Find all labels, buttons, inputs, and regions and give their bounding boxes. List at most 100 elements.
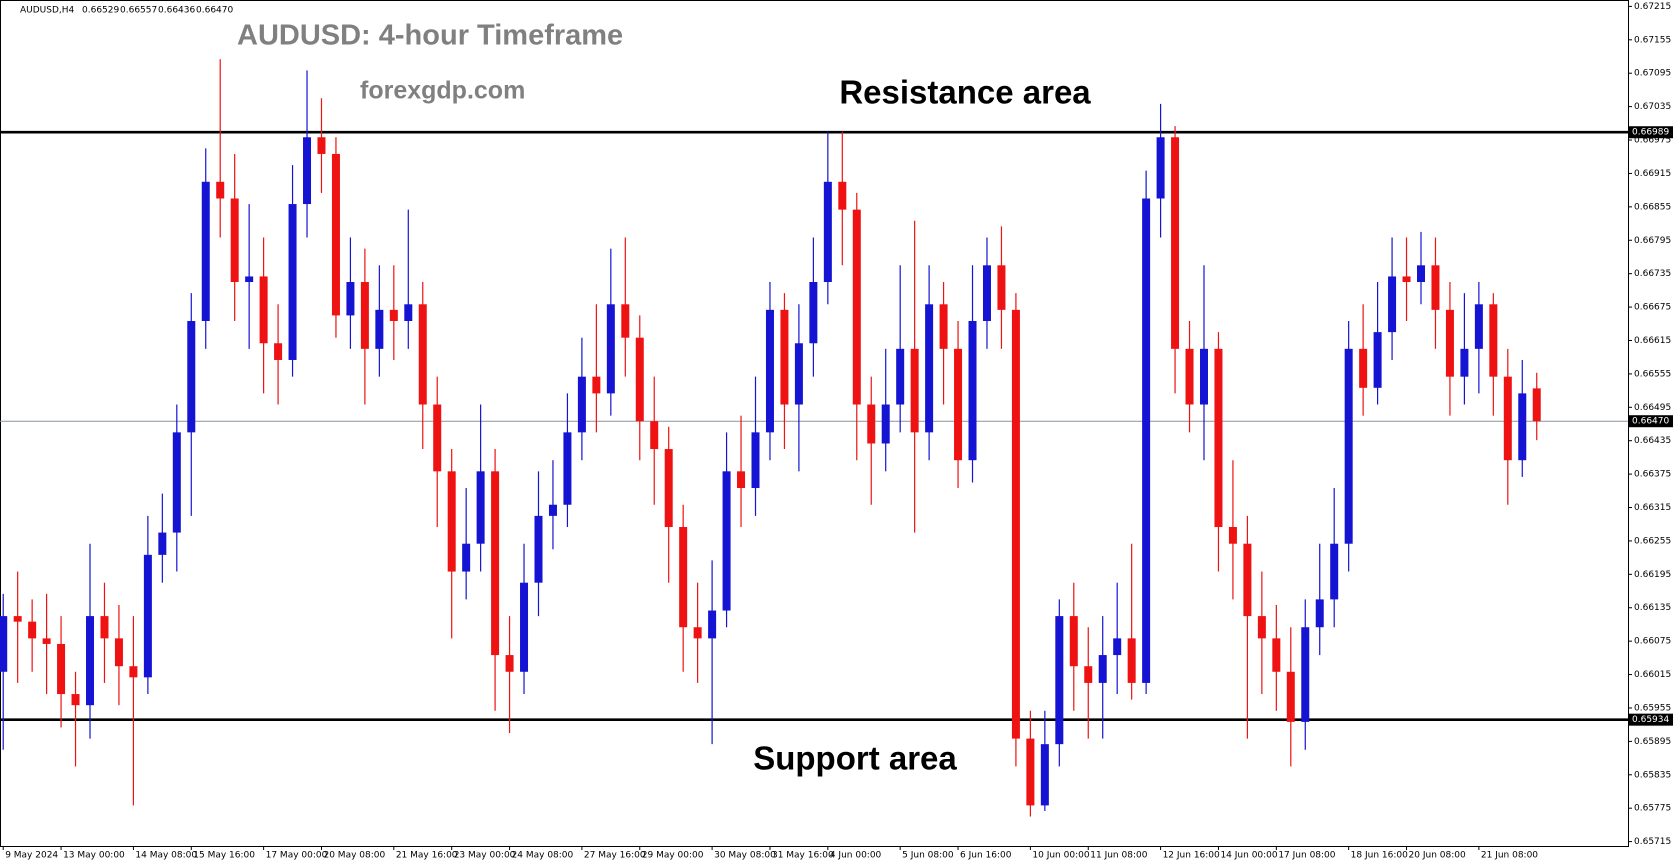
x-tick-label: 31 May 16:00 bbox=[772, 851, 834, 861]
candle-body bbox=[1084, 666, 1093, 683]
y-tick-label: 0.66015 bbox=[1634, 670, 1671, 680]
candle-body bbox=[1301, 627, 1310, 722]
y-tick-label: 0.66255 bbox=[1634, 536, 1671, 546]
y-tick-label: 0.65895 bbox=[1634, 737, 1671, 747]
candle-body bbox=[809, 282, 818, 344]
header-close: 0.66470 bbox=[196, 6, 233, 16]
candle-body bbox=[794, 343, 803, 405]
candle-body bbox=[1431, 265, 1440, 310]
x-tick-label: 9 May 2024 bbox=[5, 851, 58, 861]
x-tick-label: 10 Jun 00:00 bbox=[1032, 851, 1089, 861]
candle-body bbox=[158, 532, 167, 555]
y-tick-label: 0.66555 bbox=[1634, 369, 1671, 379]
chart-subtitle: forexgdp.com bbox=[360, 77, 525, 105]
candle-body bbox=[462, 543, 471, 572]
candle-body bbox=[303, 137, 312, 205]
candle-body bbox=[563, 432, 572, 505]
candle-body bbox=[635, 337, 644, 422]
last-price-line-label-bg bbox=[1629, 415, 1673, 428]
support-annotation: Support area bbox=[753, 740, 957, 777]
candle-body bbox=[1388, 276, 1397, 333]
candle-body bbox=[1156, 137, 1165, 199]
x-tick-label: 14 May 08:00 bbox=[135, 851, 197, 861]
candle-body bbox=[331, 153, 340, 316]
candle-body bbox=[577, 376, 586, 433]
x-tick-label: 21 Jun 08:00 bbox=[1481, 851, 1538, 861]
candle-body bbox=[1503, 376, 1512, 461]
y-tick-label: 0.66195 bbox=[1634, 570, 1671, 580]
support-line-label-bg bbox=[1629, 713, 1673, 726]
candle-body bbox=[1532, 388, 1541, 422]
candle-body bbox=[823, 181, 832, 283]
candle-body bbox=[201, 181, 210, 321]
y-tick-label: 0.66975 bbox=[1634, 136, 1671, 146]
candle-body bbox=[114, 638, 123, 667]
candle-body bbox=[708, 610, 717, 639]
x-tick-label: 30 May 08:00 bbox=[714, 851, 776, 861]
y-tick-label: 0.65835 bbox=[1634, 770, 1671, 780]
header-low: 0.66436 bbox=[158, 6, 195, 16]
candle-body bbox=[968, 320, 977, 461]
candle-body bbox=[1055, 616, 1064, 745]
candle-body bbox=[722, 471, 731, 611]
last-price-line-label: 0.66470 bbox=[1632, 417, 1669, 427]
candle-body bbox=[57, 643, 66, 695]
candle-body bbox=[910, 348, 919, 433]
x-tick-label: 6 Jun 16:00 bbox=[960, 851, 1012, 861]
candle-body bbox=[852, 209, 861, 405]
candle-body bbox=[838, 181, 847, 210]
candle-body bbox=[71, 694, 80, 706]
x-tick-label: 29 May 00:00 bbox=[642, 851, 704, 861]
candle-body bbox=[1359, 348, 1368, 388]
candle-body bbox=[896, 348, 905, 405]
candle-body bbox=[230, 198, 239, 283]
candle-body bbox=[1026, 738, 1035, 806]
candle-body bbox=[1489, 304, 1498, 377]
y-tick-label: 0.65955 bbox=[1634, 703, 1671, 713]
candle-body bbox=[737, 471, 746, 489]
x-tick-label: 20 Jun 08:00 bbox=[1409, 851, 1466, 861]
candle-body bbox=[1171, 137, 1180, 349]
candle-body bbox=[1417, 265, 1426, 283]
y-tick-label: 0.66075 bbox=[1634, 637, 1671, 647]
candle-body bbox=[867, 404, 876, 444]
candle-body bbox=[780, 309, 789, 405]
candle-body bbox=[28, 621, 37, 639]
candle-body bbox=[288, 204, 297, 360]
candle-body bbox=[1098, 655, 1107, 683]
candle-body bbox=[881, 404, 890, 444]
candle-body bbox=[650, 421, 659, 450]
candle-body bbox=[1445, 309, 1454, 377]
candle-body bbox=[1069, 616, 1078, 667]
candle-body bbox=[317, 137, 326, 154]
candle-body bbox=[1330, 543, 1339, 600]
candle-body bbox=[216, 181, 225, 199]
y-tick-label: 0.66315 bbox=[1634, 503, 1671, 513]
header-high: 0.66557 bbox=[120, 6, 157, 16]
x-tick-label: 11 Jun 08:00 bbox=[1090, 851, 1147, 861]
candle-body bbox=[1011, 309, 1020, 739]
candle-body bbox=[100, 616, 109, 639]
candle-body bbox=[1286, 671, 1295, 722]
x-tick-label: 15 May 16:00 bbox=[193, 851, 255, 861]
x-tick-label: 23 May 00:00 bbox=[454, 851, 516, 861]
candle-body bbox=[693, 627, 702, 639]
candle-body bbox=[939, 304, 948, 349]
candle-body bbox=[520, 582, 529, 672]
x-tick-label: 18 Jun 16:00 bbox=[1351, 851, 1408, 861]
candle-body bbox=[592, 376, 601, 394]
candle-body bbox=[679, 527, 688, 628]
y-tick-label: 0.66735 bbox=[1634, 269, 1671, 279]
candle-body bbox=[1214, 348, 1223, 528]
candle-body bbox=[433, 404, 442, 472]
x-tick-label: 5 Jun 08:00 bbox=[902, 851, 954, 861]
y-tick-label: 0.66675 bbox=[1634, 303, 1671, 313]
candle-body bbox=[389, 309, 398, 321]
x-tick-label: 20 May 08:00 bbox=[323, 851, 385, 861]
y-tick-label: 0.67095 bbox=[1634, 69, 1671, 79]
candle-body bbox=[42, 638, 51, 644]
y-tick-label: 0.66615 bbox=[1634, 336, 1671, 346]
candle-body bbox=[447, 471, 456, 572]
x-tick-label: 13 May 00:00 bbox=[63, 851, 125, 861]
candle-body bbox=[143, 554, 152, 678]
